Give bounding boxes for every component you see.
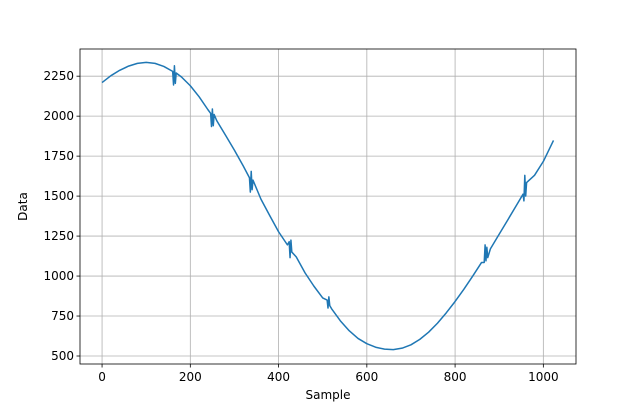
data-series-line: [101, 61, 555, 351]
y-axis-label: Data: [16, 192, 30, 221]
y-tick-label: 1500: [43, 189, 74, 203]
series-layer: [101, 61, 555, 351]
y-tick-label: 500: [51, 349, 74, 363]
grid: [80, 49, 576, 364]
y-tick-label: 1250: [43, 229, 74, 243]
y-tick-label: 750: [51, 309, 74, 323]
x-axis-label: Sample: [306, 388, 351, 402]
x-tick-label: 200: [179, 370, 202, 384]
plot-frame: [79, 48, 577, 365]
y-tick-label: 1000: [43, 269, 74, 283]
ticks: 0 200 400 600 800 1000 500 750 1000 1250 1500 1750 2…: [43, 69, 558, 384]
x-tick-label: 0: [98, 370, 106, 384]
y-tick-label: 2250: [43, 69, 74, 83]
x-tick-label: 400: [267, 370, 290, 384]
y-tick-label: 1750: [43, 149, 74, 163]
x-tick-label: 600: [355, 370, 378, 384]
x-tick-label: 1000: [528, 370, 559, 384]
x-tick-label: 800: [444, 370, 467, 384]
y-tick-label: 2000: [43, 109, 74, 123]
